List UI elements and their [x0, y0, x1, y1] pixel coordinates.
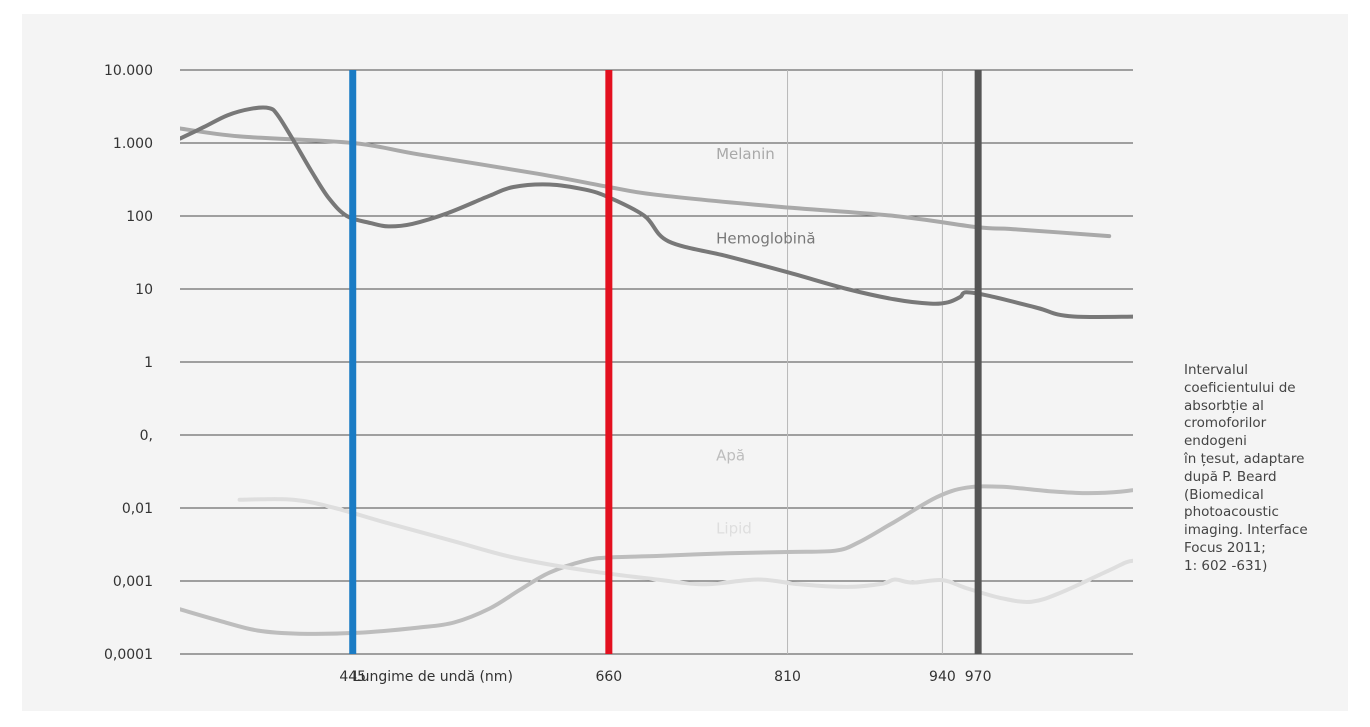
x-axis-label: Lungime de undă (nm) — [353, 669, 513, 685]
x-tick-label-970: 970 — [965, 669, 992, 685]
figure-caption: Intervalul coeficientului de absorbție a… — [1184, 362, 1308, 574]
series-label-melanin: Melanin — [716, 145, 775, 163]
marker-lines — [349, 70, 982, 654]
x-tick-label-445: 445 — [339, 669, 366, 685]
y-tick-label-1: 1.000 — [113, 136, 153, 152]
series-line-lipid — [237, 497, 1133, 604]
y-tick-label-6: 0,01 — [122, 501, 153, 517]
series-label-lipid: Lipid — [716, 519, 752, 537]
x-tick-label-810: 810 — [774, 669, 801, 685]
y-tick-label-2: 100 — [126, 209, 153, 225]
y-tick-label-8: 0,0001 — [104, 647, 153, 663]
y-tick-label-7: 0,001 — [113, 574, 153, 590]
y-axis-ticks: 10.000 1.000 100 10 1 0, 0,01 0,001 0,0001 — [104, 63, 153, 663]
y-tick-label-5: 0, — [140, 428, 153, 444]
y-tick-label-3: 10 — [135, 282, 153, 298]
grid — [180, 69, 1133, 655]
series-line-apa — [180, 484, 1133, 636]
series-labels: Melanin Hemoglobină Apă Lipid — [716, 145, 816, 537]
series-label-hemoglobina: Hemoglobină — [716, 230, 816, 248]
y-tick-label-4: 1 — [144, 355, 153, 371]
y-tick-label-0: 10.000 — [104, 63, 153, 79]
x-axis-ticks: 445 660 810 940 970 — [339, 669, 991, 685]
series-label-apa: Apă — [716, 446, 745, 464]
series-line-hemoglobina — [180, 105, 1133, 320]
x-tick-label-660: 660 — [595, 669, 622, 685]
x-tick-label-940: 940 — [929, 669, 956, 685]
